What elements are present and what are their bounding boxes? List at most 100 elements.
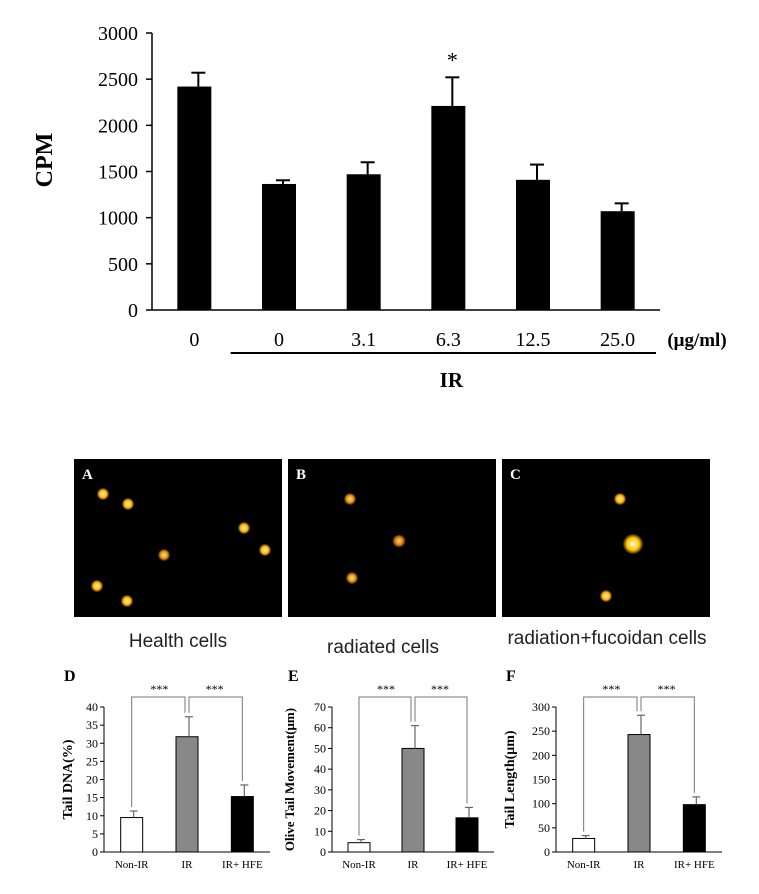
x-tick-label: 6.3 [436, 329, 461, 351]
bar [401, 747, 425, 853]
cell-dot [344, 493, 356, 505]
y-tick-label: 1500 [98, 162, 138, 184]
bar [262, 183, 296, 310]
y-tick-label: 5 [92, 827, 98, 841]
x-tick-label: 25.0 [600, 329, 635, 351]
x-tick-label: IR [182, 859, 194, 871]
bar [431, 105, 466, 311]
y-tick-label: 10 [314, 824, 326, 838]
caption-radiation-fucoidan-cells: radiation+fucoidan cells [507, 628, 707, 649]
y-axis-label: Olive Tail Movement(μm) [282, 708, 297, 851]
cell-dot [259, 544, 271, 556]
x-tick-label: Non-IR [342, 859, 376, 871]
significance-bracket [640, 696, 695, 793]
significance-mark: *** [150, 682, 168, 696]
unit-label: (μg/ml) [667, 330, 726, 351]
panel-b-letter: B [296, 467, 307, 483]
bar [455, 817, 479, 853]
panel-letter: F [506, 668, 516, 685]
y-tick-label: 35 [86, 718, 98, 732]
panel-a-letter: A [82, 467, 93, 483]
panel-c-image: C [502, 459, 710, 617]
x-tick-label: IR+ HFE [447, 859, 488, 871]
bar [682, 804, 706, 853]
y-tick-label: 0 [128, 300, 138, 322]
y-tick-label: 70 [314, 700, 326, 714]
panel-letter: D [64, 668, 76, 685]
significance-bracket [414, 696, 468, 804]
significance-mark: *** [602, 682, 620, 696]
significance-bracket [131, 696, 186, 808]
caption-health-cells: Health cells [128, 631, 228, 652]
significance-bracket [358, 696, 412, 836]
y-tick-label: 30 [314, 783, 326, 797]
tail-dna-chart: D 0 5 10 15 20 25 30 35 40 Tail DNA(%) Non-IR IR IR+ … [61, 668, 270, 871]
x-tick-label: Non-IR [115, 859, 149, 871]
y-tick-label: 20 [86, 773, 98, 787]
x-tick-label: IR+ HFE [674, 859, 715, 871]
y-tick-label: 40 [86, 700, 98, 714]
bar [516, 179, 550, 310]
olive-tail-movement-chart: E 0 10 20 30 40 50 60 70 Olive Tail Movement(μm) N… [282, 668, 494, 871]
y-tick-label: 25 [86, 754, 98, 768]
y-tick-label: 300 [532, 700, 550, 714]
bar [347, 842, 371, 853]
panel-c-letter: C [510, 467, 521, 483]
y-tick-label: 250 [532, 724, 550, 738]
x-tick-label: IR [634, 859, 646, 871]
cell-dot [238, 522, 250, 534]
bar [175, 736, 199, 853]
y-tick-label: 60 [314, 721, 326, 735]
caption-radiated-cells: radiated cells [327, 637, 439, 658]
panel-letter: E [288, 668, 299, 685]
cell-dot [122, 498, 134, 510]
bar [627, 734, 651, 853]
significance-bracket [583, 696, 638, 832]
panel-a-image: A [74, 459, 282, 617]
significance-mark: *** [377, 682, 395, 696]
y-tick-label: 0 [92, 845, 98, 859]
cell-dot [623, 534, 643, 554]
cell-dot [614, 493, 626, 505]
x-tick-label: IR+ HFE [222, 859, 263, 871]
cell-dot [91, 580, 103, 592]
cell-dot [97, 488, 109, 500]
significance-mark: *** [658, 682, 676, 696]
y-tick-label: 0 [320, 845, 326, 859]
y-tick-label: 200 [532, 748, 550, 762]
cell-dot [600, 590, 612, 602]
group-label: IR [440, 368, 464, 392]
x-tick-label: Non-IR [567, 859, 601, 871]
y-axis-label: Tail Length(μm) [503, 730, 518, 828]
cell-dot [392, 535, 406, 547]
tail-length-chart: F 0 50 100 150 200 250 300 Tail Length(μm) Non-IR… [503, 668, 722, 871]
cell-dot [346, 572, 358, 584]
x-tick-label: 0 [274, 329, 284, 351]
y-tick-label: 40 [314, 762, 326, 776]
y-tick-label: 500 [108, 254, 138, 276]
bar [346, 174, 381, 310]
cell-dot [158, 549, 170, 561]
bar [177, 86, 212, 310]
y-tick-label: 3000 [98, 23, 138, 45]
y-tick-label: 1000 [98, 208, 138, 230]
significance-mark: * [447, 47, 458, 72]
y-tick-label: 0 [544, 845, 550, 859]
y-tick-label: 150 [532, 773, 550, 787]
y-tick-label: 50 [314, 741, 326, 755]
significance-mark: *** [431, 682, 449, 696]
y-axis-label: CPM [32, 133, 58, 188]
y-tick-label: 2500 [98, 69, 138, 91]
cpm-bar-chart: 0 500 1000 1500 2000 2500 3000 CPM 0 0 3.1 * 6.3 12.5… [32, 23, 727, 392]
y-tick-label: 50 [538, 821, 550, 835]
significance-bracket [188, 696, 243, 781]
x-tick-label: 0 [189, 329, 199, 351]
bar [230, 796, 254, 853]
y-tick-label: 2000 [98, 115, 138, 137]
bar [120, 817, 144, 853]
y-axis-label: Tail DNA(%) [61, 739, 76, 819]
significance-mark: *** [206, 682, 224, 696]
x-tick-label: IR [408, 859, 420, 871]
bar [572, 837, 596, 853]
y-tick-label: 10 [86, 809, 98, 823]
